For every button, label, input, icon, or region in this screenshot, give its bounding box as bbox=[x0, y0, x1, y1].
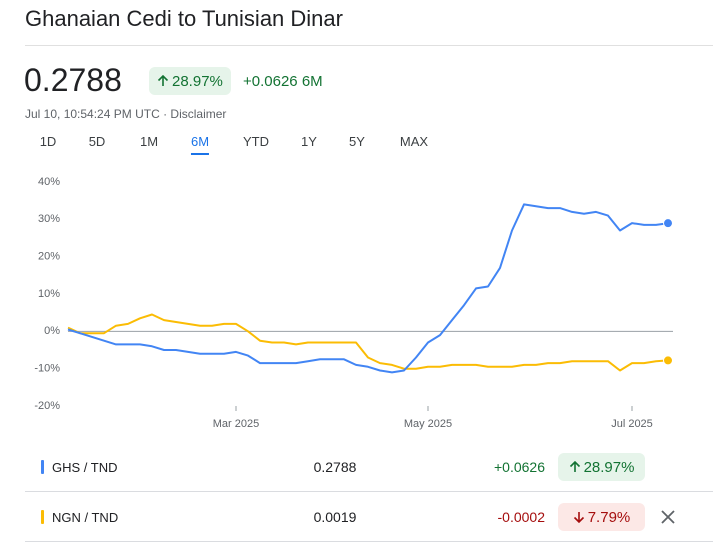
series-line bbox=[67, 203, 669, 374]
end-point bbox=[663, 218, 673, 229]
timestamp: Jul 10, 10:54:24 PM UTC bbox=[25, 107, 160, 121]
divider bbox=[25, 45, 713, 46]
comparison-row: GHS / TND 0.2788 +0.0626 28.97% bbox=[25, 442, 713, 492]
row-price: 0.0019 bbox=[313, 509, 357, 525]
range-tab[interactable]: MAX bbox=[399, 134, 429, 149]
y-tick-label: -10% bbox=[34, 363, 60, 375]
remove-comparison-button[interactable] bbox=[660, 509, 676, 525]
range-tab[interactable]: 1M bbox=[139, 134, 159, 149]
y-tick-label: 20% bbox=[38, 251, 60, 263]
y-tick-label: 40% bbox=[38, 176, 60, 188]
period: 6M bbox=[301, 73, 323, 90]
change-percent: 28.97% bbox=[172, 72, 223, 90]
up-arrow bbox=[569, 461, 580, 472]
y-tick-label: 10% bbox=[38, 288, 60, 300]
x-tick-label: Mar 2025 bbox=[213, 418, 259, 430]
comparison-row: NGN / TND 0.0019 -0.0002 7.79% bbox=[25, 492, 713, 542]
row-change: +0.0626 bbox=[494, 459, 545, 475]
row-change-percent: 7.79% bbox=[587, 508, 631, 526]
change-line: +0.0626 6M bbox=[243, 73, 323, 90]
row-change-percent-badge: 7.79% bbox=[558, 503, 645, 531]
row-change-percent: 28.97% bbox=[583, 458, 635, 476]
y-tick-label: 30% bbox=[38, 213, 60, 225]
range-tab[interactable]: 6M bbox=[190, 134, 210, 155]
row-divider bbox=[25, 491, 713, 492]
price: 0.2788 bbox=[24, 62, 122, 98]
row-price: 0.2788 bbox=[313, 459, 357, 475]
series-swatch bbox=[41, 460, 44, 474]
timestamp-line: Jul 10, 10:54:24 PM UTC · Disclaimer bbox=[25, 107, 227, 121]
row-change-percent-badge: 28.97% bbox=[558, 453, 645, 481]
change-percent-badge: 28.97% bbox=[149, 67, 231, 95]
end-point bbox=[663, 355, 673, 366]
series-swatch bbox=[41, 510, 44, 524]
range-tab[interactable]: 5Y bbox=[349, 134, 365, 149]
range-tab[interactable]: 5D bbox=[88, 134, 106, 149]
legend-entry: GHS / TND bbox=[52, 459, 118, 475]
y-tick-label: -20% bbox=[34, 400, 60, 412]
disclaimer-link[interactable]: Disclaimer bbox=[170, 107, 227, 121]
range-tab[interactable]: YTD bbox=[243, 134, 269, 149]
legend-entry: NGN / TND bbox=[52, 509, 119, 525]
series-line bbox=[67, 313, 669, 372]
y-tick-label: 0% bbox=[44, 325, 60, 337]
down-arrow bbox=[573, 512, 584, 523]
x-tick-label: Jul 2025 bbox=[611, 418, 653, 430]
change: +0.0626 bbox=[243, 73, 298, 90]
chart: -20% -10% 0% 10% 20% 30% 40% Mar 2025 May 2025 Ju… bbox=[34, 176, 673, 430]
x-tick-label: May 2025 bbox=[404, 418, 452, 430]
up-arrow bbox=[157, 75, 169, 86]
page-title: Ghanaian Cedi to Tunisian Dinar bbox=[25, 6, 343, 31]
range-tab[interactable]: 1D bbox=[39, 134, 57, 149]
range-tab[interactable]: 1Y bbox=[301, 134, 317, 149]
row-change: -0.0002 bbox=[497, 509, 545, 525]
